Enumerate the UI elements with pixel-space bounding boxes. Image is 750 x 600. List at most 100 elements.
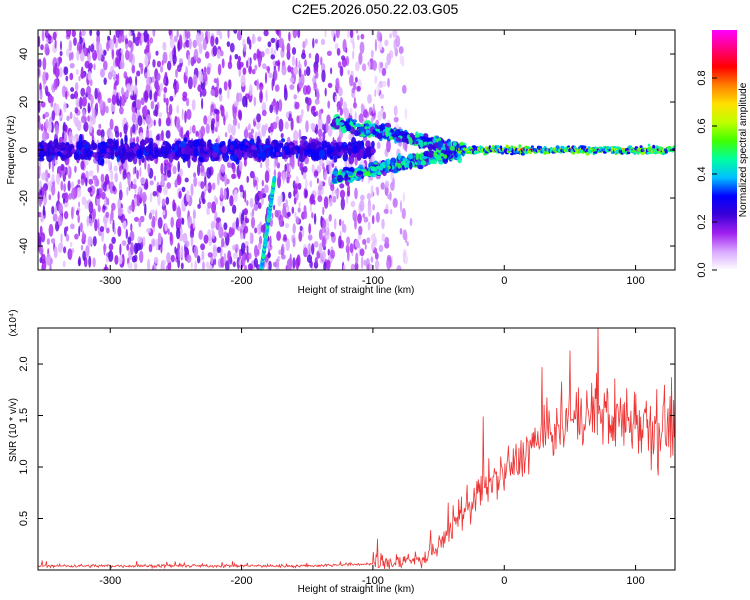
spectrogram-noise-blob bbox=[95, 102, 99, 110]
spectrogram-dispersed-blob bbox=[399, 131, 407, 136]
spectrogram-noise-blob bbox=[229, 195, 234, 207]
spectrogram-noise-blob bbox=[127, 40, 133, 48]
spectrogram-noise-blob bbox=[354, 187, 358, 200]
spectrogram-noise-blob bbox=[398, 46, 404, 54]
spectrogram-noise-blob bbox=[269, 235, 272, 248]
spectrogram-noise-blob bbox=[120, 108, 124, 115]
spectrogram-noise-blob bbox=[126, 186, 129, 196]
spectrogram-noise-blob bbox=[297, 182, 302, 190]
spectrogram-noise-blob bbox=[331, 189, 334, 198]
spectrogram-center-blob bbox=[116, 155, 121, 163]
spectrogram-noise-blob bbox=[44, 169, 49, 182]
spectrogram-noise-blob bbox=[399, 200, 403, 213]
spectrogram-noise-blob bbox=[71, 30, 76, 38]
spectrogram-noise-blob bbox=[81, 115, 86, 124]
spectrogram-noise-blob bbox=[263, 30, 269, 37]
spectrogram-noise-blob bbox=[277, 195, 282, 207]
spectrogram-noise-blob bbox=[354, 262, 359, 270]
spectrogram-noise-blob bbox=[126, 243, 130, 251]
spectrogram-noise-blob bbox=[211, 182, 216, 191]
spectrogram-noise-blob bbox=[220, 105, 225, 117]
spectrogram-noise-blob bbox=[237, 226, 241, 232]
spectrogram-noise-blob bbox=[358, 113, 364, 123]
spectrogram-noise-blob bbox=[167, 228, 170, 236]
spectrogram-noise-blob bbox=[338, 218, 342, 226]
spectrogram-center-blob bbox=[221, 145, 228, 154]
spectrogram-noise-blob bbox=[208, 264, 213, 270]
spectrogram-noise-blob bbox=[114, 172, 118, 183]
spectrogram-noise-blob bbox=[117, 35, 122, 44]
spectrogram-noise-blob bbox=[186, 254, 192, 263]
spectrogram-noise-blob bbox=[335, 77, 340, 90]
spectrogram-noise-blob bbox=[216, 112, 220, 123]
spectrogram-noise-blob bbox=[249, 197, 254, 208]
spectrogram-center-blob bbox=[193, 147, 199, 158]
spectrogram-noise-blob bbox=[162, 210, 166, 216]
spectrogram-noise-blob bbox=[381, 80, 387, 87]
spectrogram-noise-blob bbox=[192, 39, 198, 49]
spectrogram-center-blob bbox=[206, 149, 213, 154]
spectrogram-noise-blob bbox=[40, 101, 46, 108]
spectrogram-noise-blob bbox=[201, 88, 207, 97]
spectrogram-noise-blob bbox=[104, 264, 107, 270]
spectrogram-noise-blob bbox=[176, 218, 182, 228]
spectrogram-noise-blob bbox=[243, 43, 247, 53]
spectrogram-noise-blob bbox=[46, 253, 52, 266]
spectrogram-noise-blob bbox=[275, 60, 281, 67]
spectrogram-noise-blob bbox=[219, 31, 223, 40]
spectrogram-noise-blob bbox=[149, 192, 153, 203]
spectrogram-noise-blob bbox=[55, 221, 60, 232]
spectrogram-noise-blob bbox=[186, 30, 191, 39]
spectrogram-noise-blob bbox=[118, 189, 123, 201]
spectrogram-noise-blob bbox=[246, 175, 249, 183]
spectrogram-noise-blob bbox=[311, 164, 315, 174]
spectrogram-noise-blob bbox=[303, 166, 308, 173]
spectrogram-noise-blob bbox=[233, 100, 239, 107]
spectrogram-noise-blob bbox=[65, 90, 68, 100]
spectrogram-noise-blob bbox=[65, 226, 69, 232]
spectrogram-noise-blob bbox=[316, 165, 322, 174]
spectrogram-noise-blob bbox=[96, 30, 100, 37]
spectrogram-noise-blob bbox=[273, 69, 278, 82]
spectrogram-noise-blob bbox=[178, 190, 182, 199]
spectrogram-noise-blob bbox=[75, 97, 81, 108]
spectrogram-noise-blob bbox=[293, 66, 299, 75]
spectrogram-noise-blob bbox=[316, 88, 320, 101]
spectrogram-noise-blob bbox=[48, 194, 52, 201]
spectrogram-noise-blob bbox=[384, 236, 390, 245]
spectrogram-noise-blob bbox=[211, 118, 216, 125]
spectrogram-noise-blob bbox=[264, 170, 270, 183]
spectrogram-noise-blob bbox=[377, 111, 383, 121]
spectrogram-noise-blob bbox=[406, 241, 409, 247]
spectrogram-noise-blob bbox=[74, 82, 79, 92]
spectrogram-dispersed-blob bbox=[427, 143, 434, 151]
spectrogram-noise-blob bbox=[82, 250, 86, 261]
spectrogram-noise-blob bbox=[282, 206, 287, 218]
spectrogram-noise-blob bbox=[224, 132, 228, 138]
spectrogram-noise-blob bbox=[53, 246, 58, 259]
spectrogram-noise-blob bbox=[207, 252, 213, 258]
spectrogram-noise-blob bbox=[227, 123, 233, 134]
spectrogram-noise-blob bbox=[318, 245, 322, 254]
spectrogram-noise-blob bbox=[316, 177, 319, 184]
spectrogram-noise-blob bbox=[273, 169, 277, 178]
spectrogram-noise-blob bbox=[294, 211, 297, 219]
spectrogram-noise-blob bbox=[121, 87, 124, 96]
spectrogram-noise-blob bbox=[404, 107, 408, 120]
spectrogram-noise-blob bbox=[114, 255, 119, 265]
spectrogram-noise-blob bbox=[358, 52, 363, 65]
spectrogram-noise-blob bbox=[104, 219, 107, 230]
spectrogram-noise-blob bbox=[166, 252, 171, 264]
spectrogram-noise-blob bbox=[310, 122, 315, 130]
spectrogram-noise-blob bbox=[336, 48, 341, 56]
spectrogram-noise-blob bbox=[336, 105, 340, 113]
spectrogram-noise-blob bbox=[380, 61, 384, 69]
spectrogram-noise-blob bbox=[207, 30, 210, 42]
spectrogram-noise-blob bbox=[223, 115, 226, 126]
spectrogram-noise-blob bbox=[324, 30, 327, 38]
spectrogram-noise-blob bbox=[227, 162, 232, 168]
spectrogram-noise-blob bbox=[92, 236, 97, 247]
spectrogram-noise-blob bbox=[355, 61, 360, 72]
spectrogram-noise-blob bbox=[275, 102, 279, 115]
spectrogram-noise-blob bbox=[317, 117, 323, 130]
